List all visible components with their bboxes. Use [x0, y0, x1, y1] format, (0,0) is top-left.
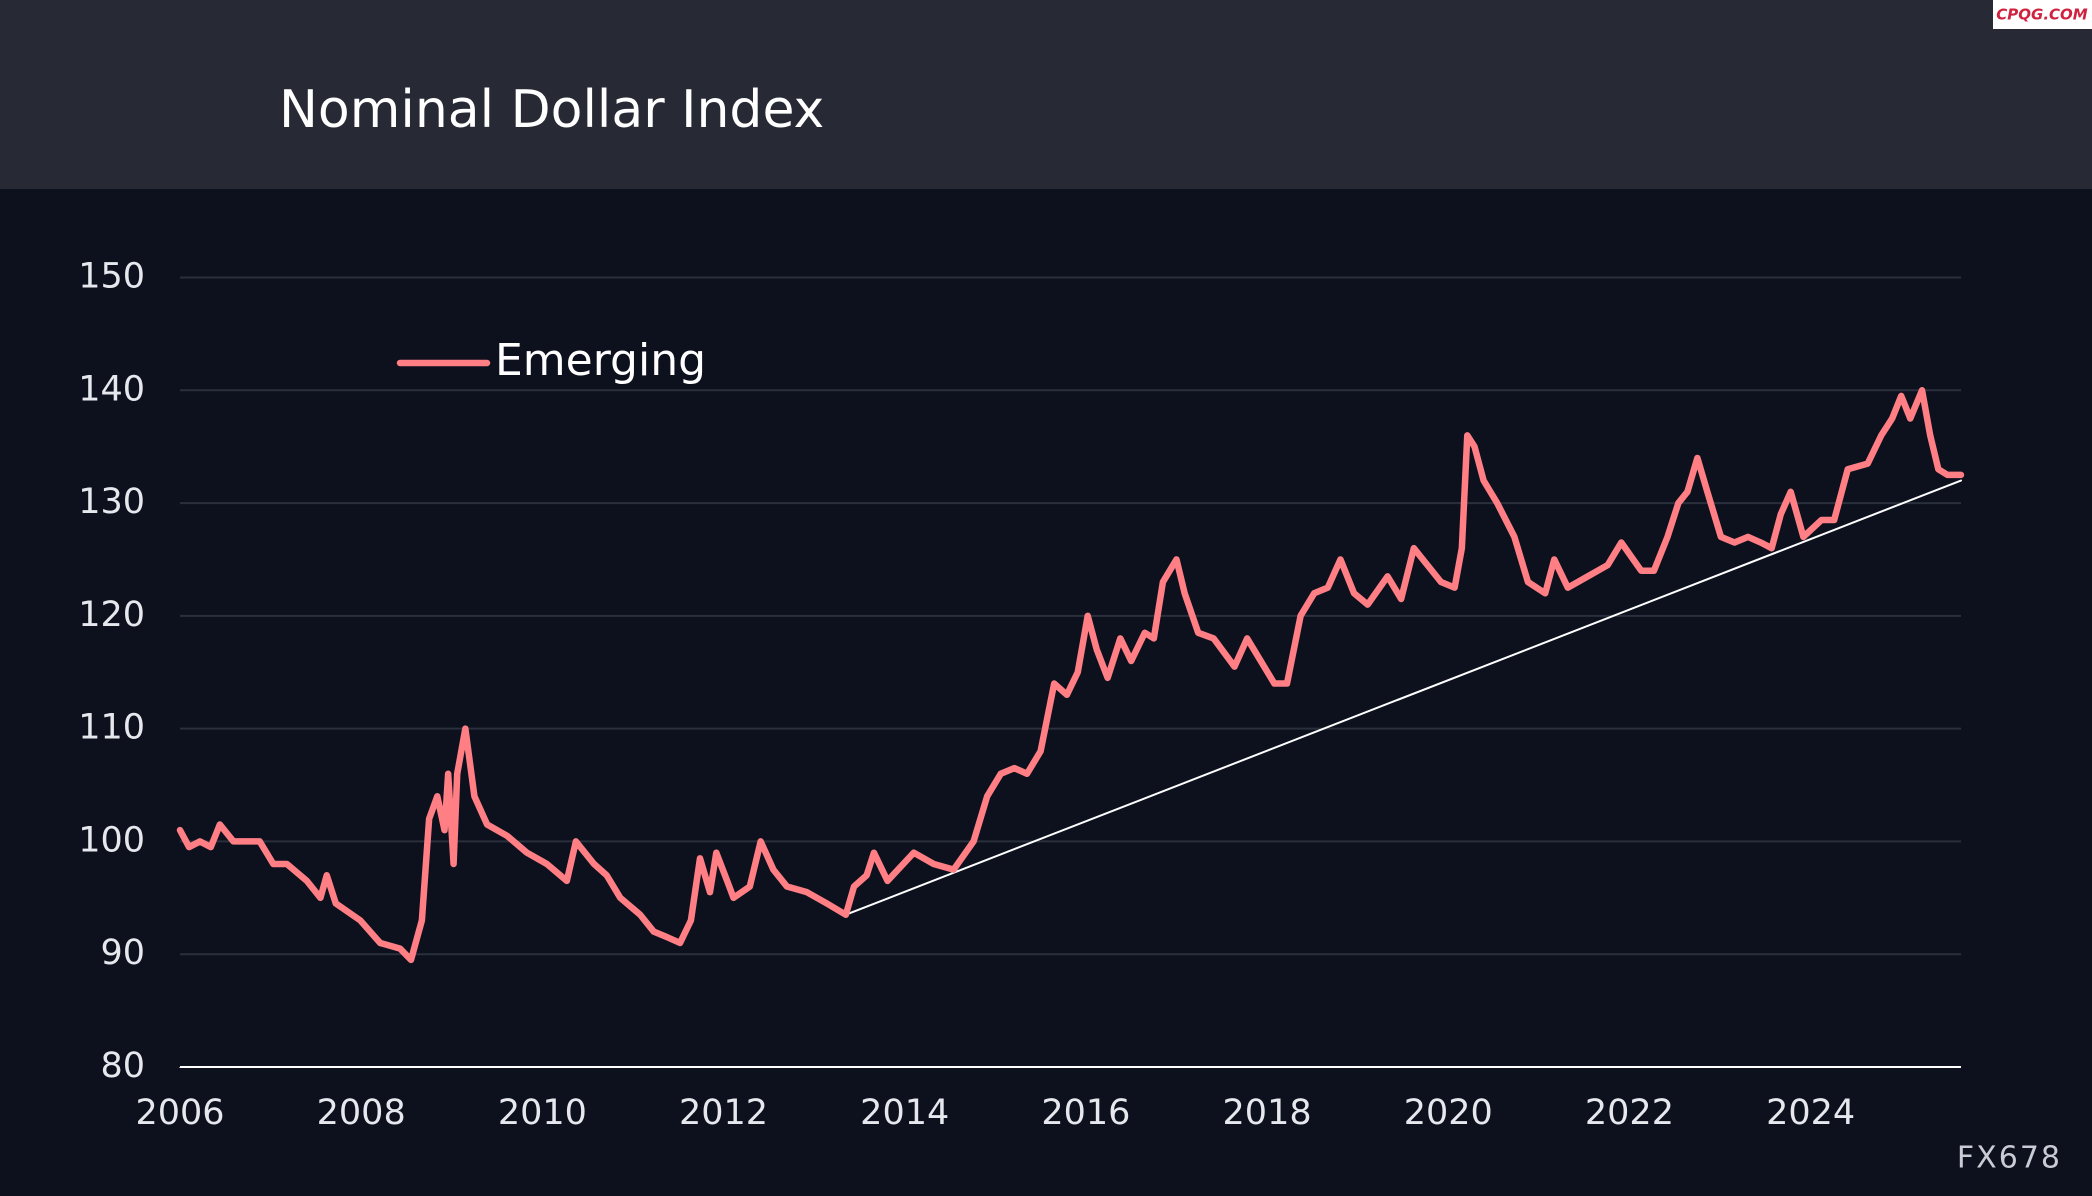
watermark: CPQG.COM [1996, 6, 2088, 24]
watermark-box [1993, 0, 2092, 29]
source-label: FX678 [1957, 1141, 2062, 1176]
x-tick-label: 2022 [1585, 1093, 1674, 1133]
x-tick-label: 2006 [135, 1093, 224, 1133]
y-tick-label: 130 [78, 482, 145, 522]
trend-line [844, 479, 1962, 916]
data-line [176, 387, 1965, 964]
header-band [0, 0, 2092, 189]
x-tick-label: 2018 [1223, 1093, 1312, 1133]
chart-title: Nominal Dollar Index [279, 80, 824, 140]
x-tick-label: 2016 [1041, 1093, 1130, 1133]
y-tick-label: 120 [78, 595, 145, 635]
x-tick-label: 2008 [317, 1093, 406, 1133]
y-tick-label: 80 [100, 1046, 145, 1086]
y-tick-label: 90 [100, 933, 145, 973]
x-tick-label: 2012 [679, 1093, 768, 1133]
x-tick-label: 2020 [1404, 1093, 1493, 1133]
x-tick-label: 2024 [1766, 1093, 1855, 1133]
x-tick-label: 2010 [498, 1093, 587, 1133]
legend-label: Emerging [495, 335, 706, 386]
x-tick-label: 2014 [860, 1093, 949, 1133]
y-tick-label: 110 [78, 708, 145, 748]
y-tick-label: 100 [78, 820, 145, 860]
y-tick-label: 150 [78, 257, 145, 297]
y-tick-label: 140 [78, 369, 145, 409]
